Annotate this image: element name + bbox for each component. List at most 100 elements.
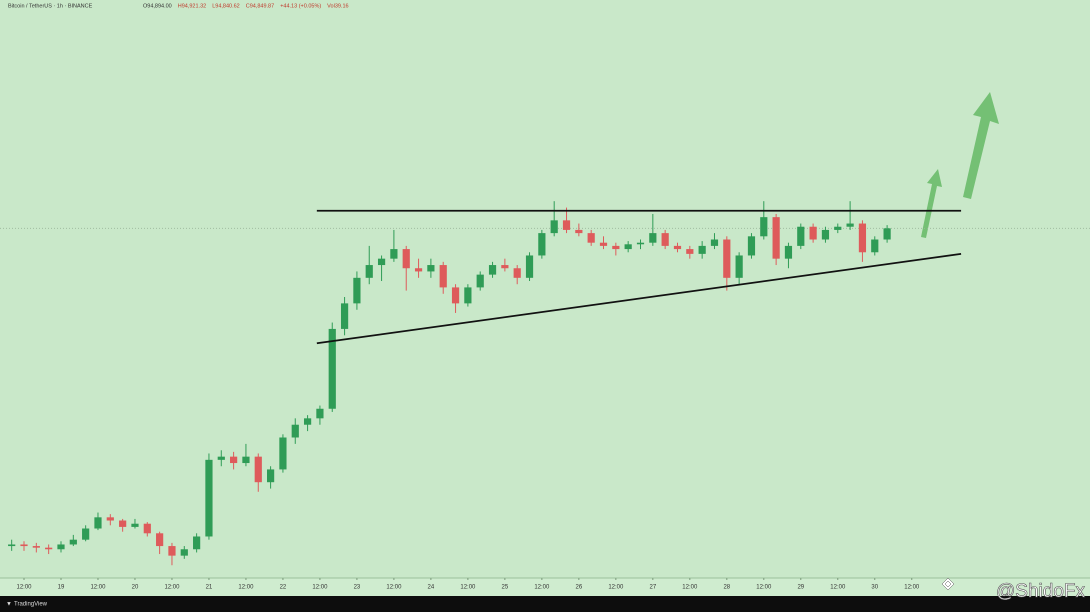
candle-body <box>193 536 201 550</box>
candle-body <box>871 239 879 253</box>
candle-body <box>82 528 90 540</box>
candle-body <box>661 233 669 246</box>
x-tick-label: 12:00 <box>830 585 846 591</box>
candle-body <box>119 520 127 527</box>
candle-body <box>156 533 164 547</box>
arrow-large <box>963 92 999 199</box>
x-tick-label: 20 <box>132 585 139 591</box>
candle-body <box>267 469 275 483</box>
x-tick-label: 19 <box>58 585 65 591</box>
candle-body <box>834 226 842 230</box>
candle-body <box>20 544 28 547</box>
candle-body <box>180 549 188 556</box>
x-tick-label: 12:00 <box>386 585 402 591</box>
candle-body <box>599 242 608 246</box>
header-title: Bitcoin / TetherUS · 1h · BINANCE <box>8 3 93 9</box>
candle-body <box>8 544 16 547</box>
candle-body <box>451 287 460 304</box>
candle-body <box>340 303 349 329</box>
candle-body <box>673 245 682 250</box>
candle-body <box>94 517 102 529</box>
candle-body <box>217 456 225 460</box>
candle-body <box>513 268 521 278</box>
candle-body <box>168 546 176 556</box>
x-tick-label: 25 <box>502 585 509 591</box>
candle-body <box>390 249 398 259</box>
candle-body <box>427 265 435 272</box>
candle-body <box>32 546 40 548</box>
candle-body <box>464 287 472 304</box>
x-tick-label: 23 <box>354 585 361 591</box>
candle-body <box>797 226 805 246</box>
x-tick-label: 21 <box>206 585 213 591</box>
candle-body <box>328 328 336 409</box>
x-tick-label: 22 <box>280 585 287 591</box>
candle-body <box>501 265 509 269</box>
candle-body <box>476 274 484 288</box>
header-value: O94,894.00 <box>143 3 172 9</box>
candle-body <box>69 539 77 545</box>
watermark-icon <box>941 577 955 591</box>
candle-body <box>205 459 213 537</box>
candle-body <box>377 258 386 266</box>
candle-body <box>414 268 423 272</box>
watermark: @ShidoFx <box>996 581 1085 602</box>
x-tick-label: 27 <box>649 585 656 591</box>
brand-icon: ▼ <box>6 602 12 608</box>
header-value: H94,921.32 <box>178 3 206 9</box>
time-axis-band <box>0 578 1090 596</box>
x-tick-label: 12:00 <box>164 585 180 591</box>
x-tick-label: 26 <box>576 585 583 591</box>
candle-body <box>747 236 756 256</box>
arrows <box>921 92 999 238</box>
header-value: L94,840.62 <box>212 3 240 9</box>
candle-body <box>353 277 361 304</box>
candle-body <box>488 265 497 275</box>
candle-body <box>303 418 312 425</box>
x-tick-label: 12:00 <box>238 585 254 591</box>
candle-body <box>612 245 620 250</box>
x-tick-label: 12:00 <box>682 585 698 591</box>
candle-body <box>587 233 595 243</box>
footer-bar <box>0 596 1090 612</box>
x-tick-label: 30 <box>871 585 878 591</box>
candle-body <box>846 223 854 227</box>
header-value: Vol39.16 <box>327 3 348 9</box>
header-value: C94,849.87 <box>246 3 274 9</box>
candle-body <box>883 228 891 240</box>
candle-body <box>316 408 324 419</box>
candle-body <box>710 239 719 246</box>
candle-body <box>686 249 694 254</box>
x-tick-label: 12:00 <box>756 585 772 591</box>
candle-body <box>143 523 151 534</box>
candle-body <box>439 265 447 288</box>
candle-body <box>106 517 114 521</box>
candle-body <box>562 220 571 230</box>
candle-body <box>525 255 534 278</box>
candle-body <box>550 220 558 234</box>
candle-body <box>698 245 706 254</box>
x-tick-label: 28 <box>723 585 730 591</box>
candle-body <box>772 217 780 259</box>
candle-body <box>624 244 632 250</box>
candle-body <box>636 242 645 245</box>
brand: TradingView <box>14 602 48 608</box>
candle-body <box>760 217 768 237</box>
candle-body <box>723 239 731 278</box>
x-tick-label: 29 <box>797 585 804 591</box>
candle-body <box>809 226 817 240</box>
candle-body <box>735 255 743 278</box>
x-tick-label: 12:00 <box>608 585 624 591</box>
x-tick-label: 12:00 <box>904 585 920 591</box>
x-tick-label: 12:00 <box>90 585 106 591</box>
candle-body <box>242 456 250 464</box>
candle-body <box>291 424 299 438</box>
candle-body <box>575 229 583 234</box>
candle-body <box>365 265 373 278</box>
candle-body <box>821 229 830 240</box>
x-tick-label: 12:00 <box>460 585 476 591</box>
trend-line <box>316 252 962 345</box>
